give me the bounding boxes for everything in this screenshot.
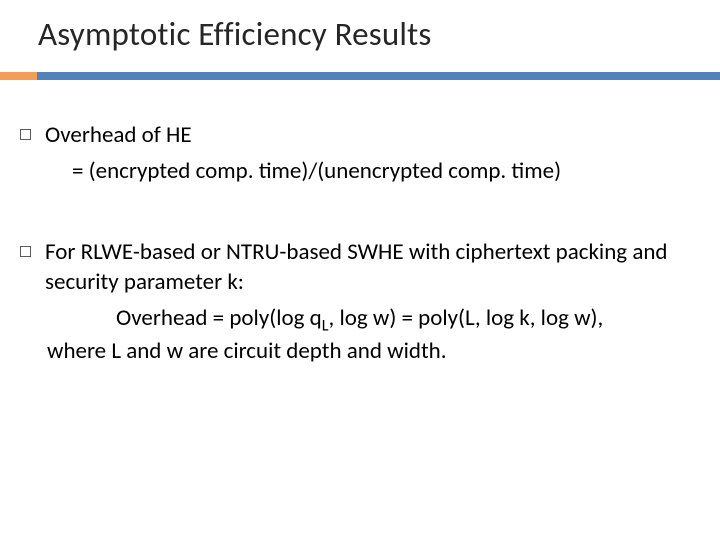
body-text: For RLWE-based or NTRU-based SWHE with c… xyxy=(45,237,692,298)
accent-divider xyxy=(0,72,720,80)
body-text: = (encrypted comp. time)/(unencrypted co… xyxy=(72,156,692,186)
bullet-item-2: For RLWE-based or NTRU-based SWHE with c… xyxy=(20,237,692,298)
slide: { "title": "Asymptotic Efficiency Result… xyxy=(0,0,720,540)
body-text-formula: Overhead = poly(log qL, log w) = poly(L,… xyxy=(116,303,692,333)
accent-blue-segment xyxy=(37,72,720,80)
square-bullet-icon xyxy=(20,129,31,140)
square-bullet-icon xyxy=(20,246,31,257)
bullet-item-1: Overhead of HE xyxy=(20,120,692,150)
body-text: where L and w are circuit depth and widt… xyxy=(47,336,692,366)
slide-title: Asymptotic Efficiency Results xyxy=(38,14,432,54)
slide-body: Overhead of HE = (encrypted comp. time)/… xyxy=(20,120,692,366)
formula-post: , log w) = poly(L, log k, log w), xyxy=(329,304,604,332)
formula-pre: Overhead = poly(log q xyxy=(116,304,322,332)
accent-orange-segment xyxy=(0,72,37,80)
body-text: Overhead of HE xyxy=(45,120,192,150)
formula-subscript: L xyxy=(322,317,329,336)
